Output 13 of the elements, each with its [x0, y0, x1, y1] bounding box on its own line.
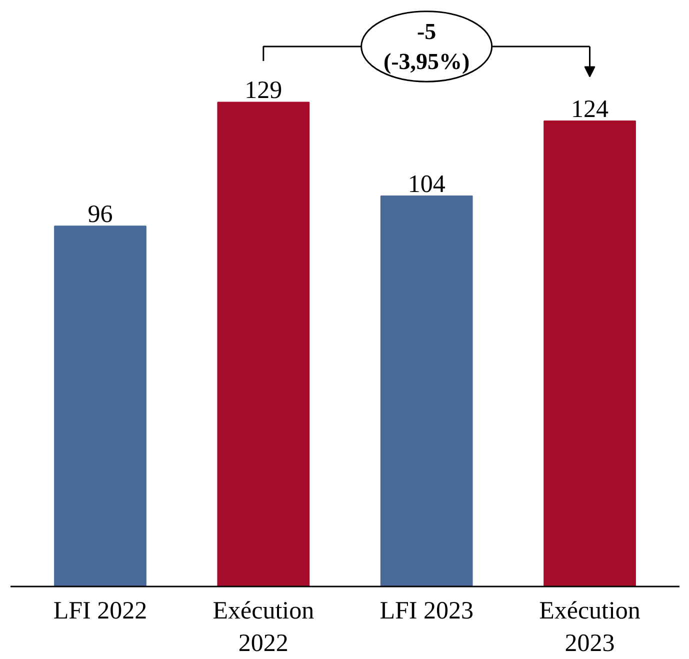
bar [544, 120, 636, 586]
data-label: 124 [571, 96, 610, 123]
bar [54, 226, 146, 586]
text: -5 (-3,95%) [383, 19, 470, 74]
x-tick-label: LFI 2023 [380, 598, 474, 624]
x-tick-label: LFI 2022 [53, 598, 148, 624]
x-tick-label: Exécution 2022 [212, 598, 315, 657]
data-label: 129 [244, 77, 282, 104]
x-tick-label: Exécution 2023 [539, 598, 641, 657]
data-label: 96 [88, 201, 113, 228]
data-label: 104 [408, 171, 446, 198]
bar [217, 102, 310, 586]
bar [380, 196, 473, 586]
